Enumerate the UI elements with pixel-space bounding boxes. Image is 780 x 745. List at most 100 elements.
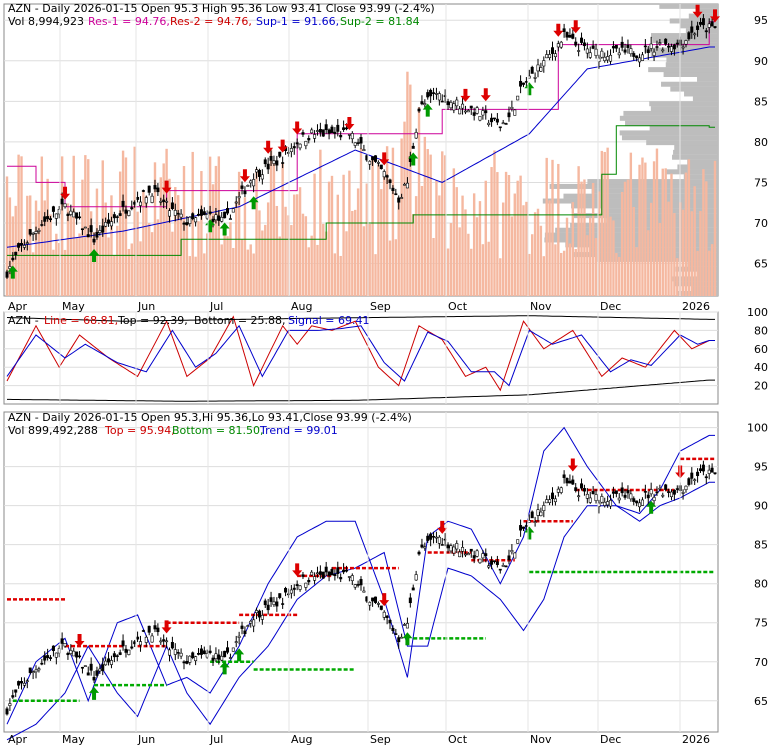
price-candle-body [286,152,290,154]
bands-candle-body [681,492,685,494]
price-candle-body [92,238,96,243]
price-volume-bar [362,226,366,296]
price-volume-bar [504,171,508,296]
price-candle-body [272,160,276,164]
bands-candle-body [104,660,108,666]
price-candle-body [211,218,215,222]
price-candle-body [487,122,491,125]
bands-candle-body [37,668,41,671]
price-candle-body [101,225,105,233]
price-candle-body [220,217,224,222]
buy-arrow [524,82,535,96]
bands-y-tick: 65 [754,695,768,708]
price-candle-body [185,222,189,226]
price-volume-bar [374,254,377,296]
price-volume-bar [211,184,215,296]
bands-candle-body [147,625,151,633]
bands-candle-body [324,566,328,573]
price-volume-profile-bar [619,130,718,136]
price-candle-body [339,134,343,138]
price-volume-bar [557,163,560,296]
price-candle-body [124,209,128,214]
price-volume-bar [620,191,624,296]
price-candle-body [437,93,441,101]
price-volume-bar [571,202,575,296]
price-candle-body [420,101,424,105]
price-volume-bar [104,202,107,296]
price-candle-body [153,185,157,190]
price-candle-body [617,52,621,56]
sell-arrow [277,139,288,153]
bands-candle-body [109,660,113,665]
price-volume-bar [464,209,467,296]
price-candle-body [40,224,44,226]
buy-arrow [219,661,230,675]
price-volume-bar [690,211,693,296]
price-volume-bar [168,178,171,296]
price-volume-bar [472,193,476,296]
price-volume-bar [589,217,592,296]
bands-candle-body [611,491,615,494]
price-volume-bar [693,186,696,296]
price-volume-profile-bar [697,76,718,82]
bands-candle-body [368,602,372,606]
bands-candle-body [295,584,299,587]
price-volume-bar [182,166,186,296]
price-volume-bar [481,244,485,296]
bands-candle-body [272,601,276,605]
sell-arrow [161,180,172,194]
price-candle-body [255,169,259,173]
bands-candle-body [385,615,389,618]
price-candle-body [179,213,183,218]
bands-candle-body [577,495,581,498]
price-candle-body [188,216,192,224]
buy-arrow [219,222,230,236]
stoch-legend-top: Top = 92.39, [117,314,188,327]
price-volume-bar [46,178,49,296]
bands-candle-body [11,695,15,698]
price-volume-bar [63,249,67,296]
bands-y-tick: 95 [754,461,768,474]
sell-arrow [553,23,564,37]
bands-candle-body [353,584,357,588]
price-candle-body [490,117,494,123]
price-volume-bar [554,244,557,296]
price-candle-body [440,100,444,103]
bands-candle-body [458,551,462,558]
bands-candle-body [490,560,494,565]
stoch-y-tick: 20 [754,380,768,393]
price-y-tick: 85 [754,95,768,108]
bands-candle-body [588,497,592,503]
bands-candle-body [693,479,697,482]
price-candle-body [635,55,639,59]
price-volume-profile-bar [587,179,718,185]
price-candle-body [403,183,407,186]
price-candle-body [553,53,557,58]
price-candle-body [646,49,650,54]
price-candle-body [655,46,659,48]
price-candle-body [690,26,694,33]
price-volume-bar [255,168,258,296]
price-volume-bar [356,188,360,296]
bands-candle-body [307,579,311,583]
price-volume-bar [95,188,99,296]
price-volume-profile-bar [673,149,718,155]
price-volume-bar [655,148,659,296]
price-volume-bar [429,154,432,296]
price-volume-bar [232,247,235,296]
bands-candle-body [710,467,714,473]
price-volume-profile-bar [670,86,718,92]
price-volume-bar [330,175,334,296]
bands-candle-body [8,703,12,706]
bands-candle-body [107,658,111,663]
bands-candle-body [553,498,557,503]
bands-candle-body [536,509,540,516]
price-candle-body [423,103,427,106]
price-volume-bar [548,200,551,296]
price-volume-bar [147,223,151,296]
price-candle-body [449,102,453,109]
sell-arrow [379,152,390,166]
price-candle-body [5,271,9,278]
bands-candle-body [580,483,584,489]
price-volume-bar [560,252,563,296]
